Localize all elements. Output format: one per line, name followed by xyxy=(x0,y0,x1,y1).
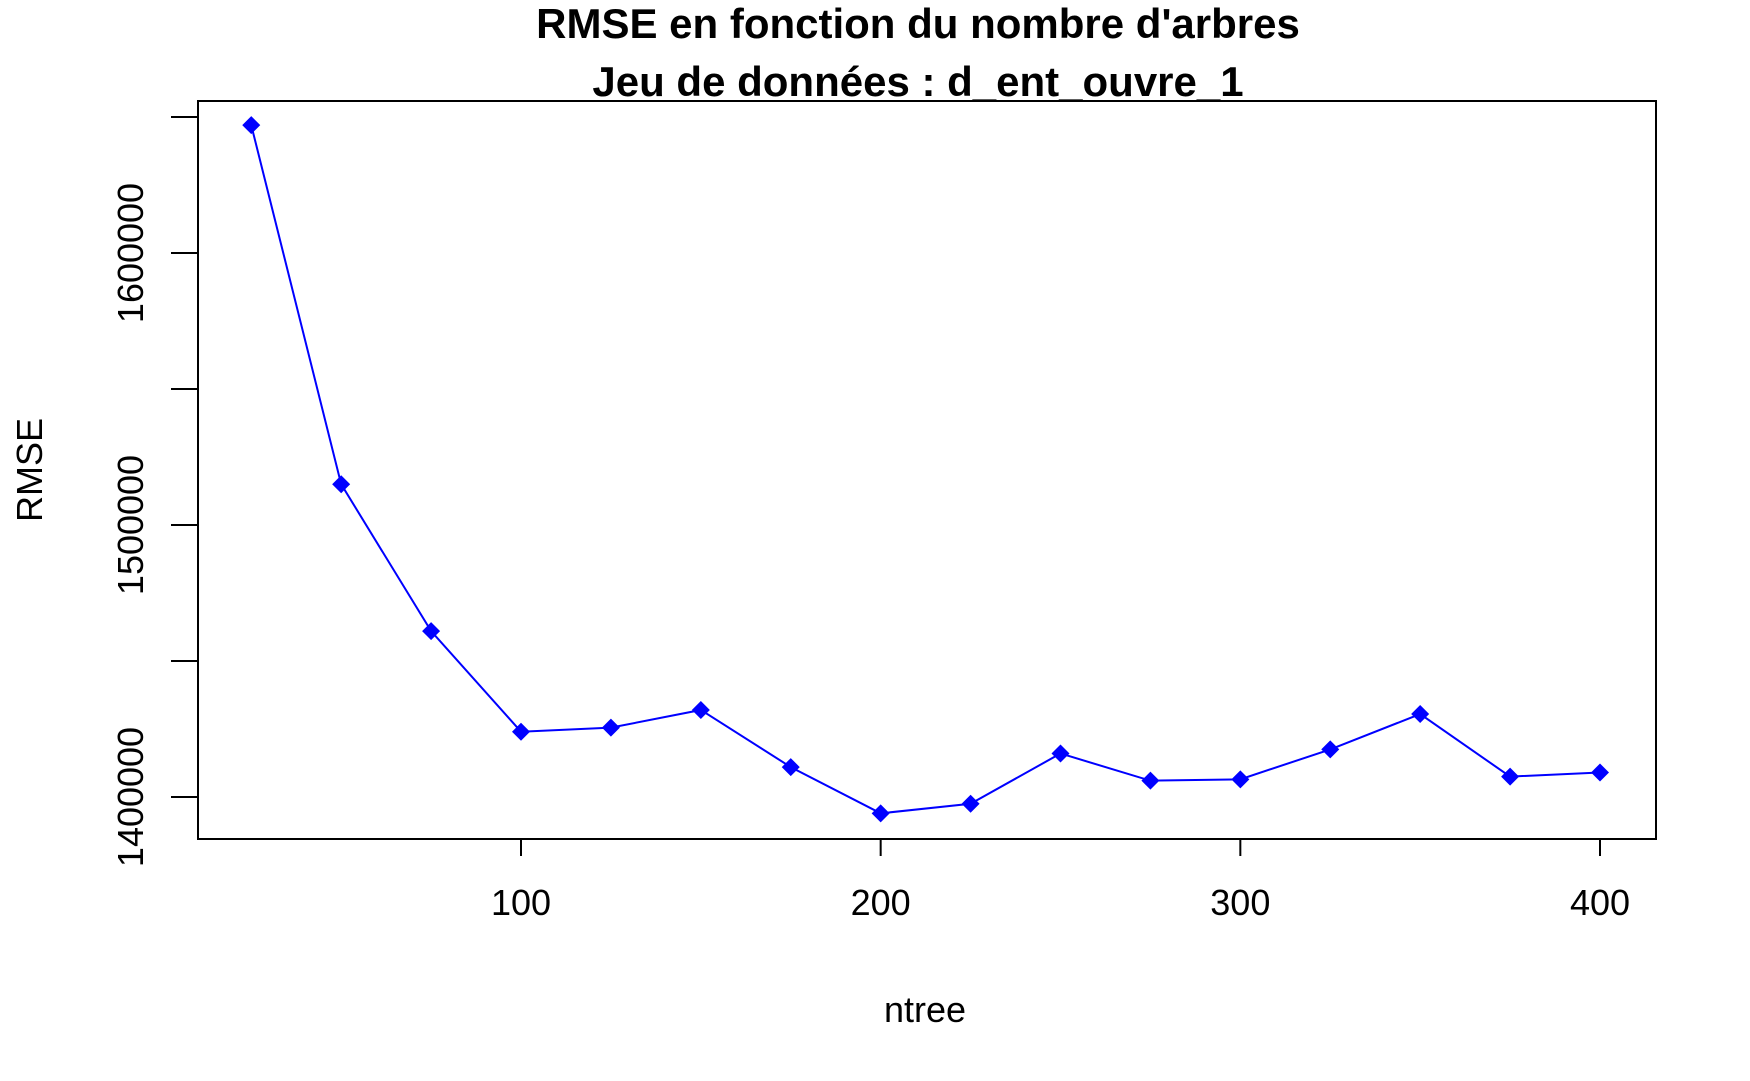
data-point xyxy=(781,758,800,777)
data-point xyxy=(961,794,980,813)
data-point xyxy=(1411,705,1430,724)
data-point xyxy=(601,718,620,737)
data-point xyxy=(1321,740,1340,759)
data-point xyxy=(1231,770,1250,789)
y-tick-label: 1600000 xyxy=(110,183,151,323)
data-point xyxy=(871,804,890,823)
x-tick-label: 100 xyxy=(491,882,551,923)
series-group xyxy=(242,116,1609,823)
y-axis-label: RMSE xyxy=(9,418,50,522)
data-point xyxy=(1051,744,1070,763)
data-point xyxy=(422,622,441,641)
x-axis: 100 200 300 400 xyxy=(491,838,1630,923)
data-point xyxy=(332,475,351,494)
chart-subtitle: Jeu de données : d_ent_ouvre_1 xyxy=(592,58,1243,105)
data-point xyxy=(1141,771,1160,790)
data-point xyxy=(691,700,710,719)
plot-frame xyxy=(197,100,1657,840)
data-point xyxy=(1591,763,1609,782)
data-point xyxy=(242,116,261,135)
series-line xyxy=(250,124,1601,815)
x-tick-label: 400 xyxy=(1570,882,1630,923)
x-tick-label: 300 xyxy=(1210,882,1270,923)
x-axis-label: ntree xyxy=(884,989,966,1030)
data-point xyxy=(512,722,530,741)
data-point xyxy=(1501,767,1520,786)
y-tick-label: 1400000 xyxy=(110,727,151,867)
chart-title: RMSE en fonction du nombre d'arbres xyxy=(536,0,1300,47)
x-tick-label: 200 xyxy=(851,882,911,923)
y-axis: 1400000 1500000 1600000 xyxy=(110,116,199,867)
y-tick-label: 1500000 xyxy=(110,455,151,595)
